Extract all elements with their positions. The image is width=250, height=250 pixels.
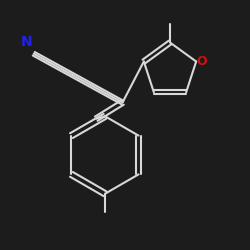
- Text: N: N: [20, 36, 32, 50]
- Text: O: O: [196, 55, 207, 68]
